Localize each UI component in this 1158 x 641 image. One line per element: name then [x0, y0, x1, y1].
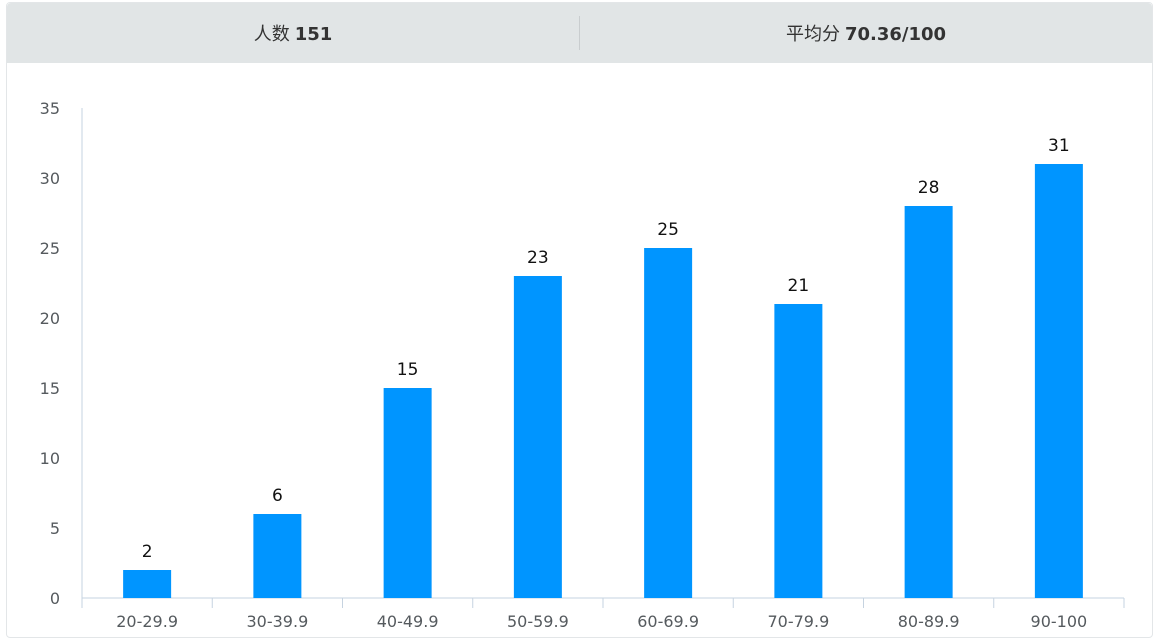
y-tick-label: 0 — [50, 589, 60, 608]
average-score-label: 平均分 — [785, 24, 840, 45]
bar-value-label: 25 — [657, 220, 679, 240]
y-tick-label: 15 — [40, 379, 60, 398]
x-tick-label: 20-29.9 — [116, 612, 178, 631]
student-count-stat: 人数 151 — [7, 20, 579, 46]
y-tick-label: 10 — [40, 449, 60, 468]
student-count-value: 151 — [294, 24, 333, 45]
average-score-stat: 平均分 70.36/100 — [580, 20, 1152, 46]
x-tick-label: 30-39.9 — [246, 612, 308, 631]
y-tick-label: 20 — [40, 309, 60, 328]
score-distribution-panel: 人数 151 平均分 70.36/100 — [6, 2, 1153, 638]
bar — [253, 514, 302, 598]
bar — [1034, 164, 1083, 598]
bar-value-label: 6 — [272, 486, 283, 506]
x-tick-label: 90-100 — [1031, 612, 1088, 631]
x-tick-label: 50-59.9 — [507, 612, 569, 631]
bar-value-label: 15 — [397, 360, 419, 380]
x-tick-label: 60-69.9 — [637, 612, 699, 631]
bar — [774, 304, 823, 598]
y-tick-label: 25 — [40, 239, 60, 258]
y-tick-label: 30 — [40, 169, 60, 188]
bar-value-label: 28 — [918, 178, 940, 198]
x-tick-label: 40-49.9 — [377, 612, 439, 631]
stats-header: 人数 151 平均分 70.36/100 — [7, 3, 1152, 63]
y-tick-label: 5 — [50, 519, 60, 538]
y-tick-label: 35 — [40, 99, 60, 118]
x-tick-label: 80-89.9 — [898, 612, 960, 631]
bar-value-label: 31 — [1048, 136, 1070, 156]
student-count-label: 人数 — [253, 24, 290, 45]
bar — [904, 206, 953, 598]
bar — [123, 570, 172, 598]
bar — [644, 248, 693, 598]
bar-value-label: 23 — [527, 248, 549, 268]
bar-value-label: 2 — [142, 542, 153, 562]
x-tick-label: 70-79.9 — [767, 612, 829, 631]
stats-divider — [579, 16, 580, 50]
bar-value-label: 21 — [788, 276, 810, 296]
bar — [383, 388, 432, 598]
bar — [513, 276, 562, 598]
average-score-value: 70.36/100 — [844, 24, 947, 45]
